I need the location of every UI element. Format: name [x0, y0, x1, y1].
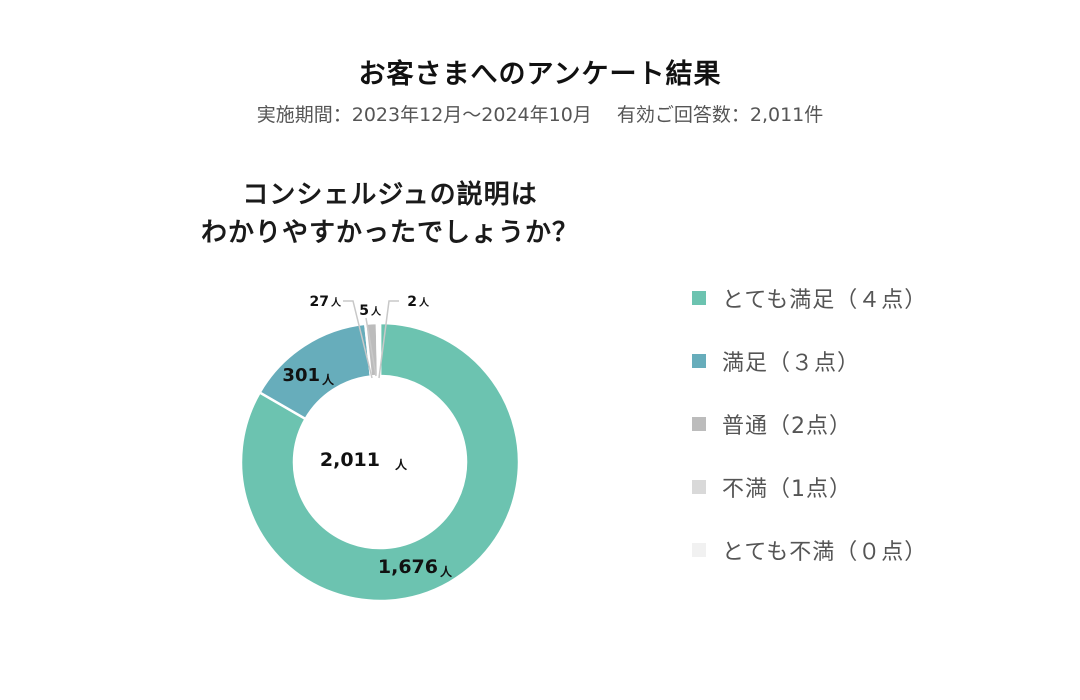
slice-label-value-27: 27	[310, 294, 329, 310]
slice-label-value-5: 5	[359, 303, 369, 319]
donut-slice	[239, 321, 521, 603]
question-line-2: わかりやすかったでしょうか？	[200, 218, 579, 248]
legend-label: 普通（2点）	[722, 413, 852, 439]
slice-label-unit-1676: 人	[440, 564, 453, 579]
legend-label: 満足（３点）	[722, 350, 861, 376]
legend-label: とても不満（０点）	[722, 539, 928, 565]
legend-swatch	[692, 290, 706, 305]
leader-line-2	[378, 300, 399, 379]
legend-item-neutral: 普通（2点）	[692, 392, 927, 455]
legend-swatch	[692, 416, 706, 431]
center-total-value: 2,011	[320, 449, 380, 471]
slice-label-value-2: 2	[407, 294, 417, 310]
center-total-unit: 人	[395, 457, 408, 472]
slice-label-unit-2: 人	[419, 296, 430, 309]
slice-label-value-1676: 1,676	[378, 556, 438, 578]
legend-item-very-satisfied: とても満足（４点）	[692, 266, 927, 329]
legend-swatch	[692, 479, 706, 494]
legend-swatch	[692, 542, 706, 557]
legend-item-very-dissatisfied: とても不満（０点）	[692, 518, 927, 581]
survey-period-and-count: 実施期間：2023年12月〜2024年10月 有効ご回答数：2,011件	[256, 104, 824, 126]
legend-item-satisfied: 満足（３点）	[692, 329, 927, 392]
slice-label-unit-27: 人	[331, 296, 342, 309]
page-title: お客さまへのアンケート結果	[358, 59, 722, 90]
question-heading: コンシェルジュの説明は わかりやすかったでしょうか？	[170, 176, 610, 252]
slice-label-unit-5: 人	[371, 305, 382, 318]
leader-line-27	[343, 300, 373, 379]
legend-item-dissatisfied: 不満（1点）	[692, 455, 927, 518]
legend-swatch	[692, 353, 706, 368]
legend-label: 不満（1点）	[722, 476, 852, 502]
leader-lines	[343, 300, 399, 379]
chart-legend: とても満足（４点） 満足（３点） 普通（2点） 不満（1点） とても不満（０点）	[692, 266, 927, 581]
slice-label-value-301: 301	[282, 365, 320, 386]
question-line-1: コンシェルジュの説明は	[242, 180, 538, 210]
slice-label-unit-301: 人	[322, 372, 335, 387]
leader-line-5	[365, 317, 377, 377]
legend-label: とても満足（４点）	[722, 287, 928, 313]
